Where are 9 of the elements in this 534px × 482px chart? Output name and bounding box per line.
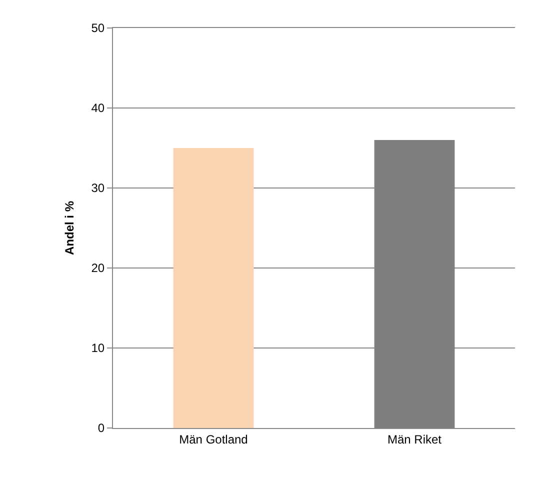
y-axis-title: Andel i % xyxy=(62,200,77,256)
y-tick-label: 20 xyxy=(91,261,105,276)
y-tick-label: 30 xyxy=(91,181,105,196)
y-tick-label: 40 xyxy=(91,101,105,116)
x-tick-label: Män Riket xyxy=(387,432,442,446)
x-tick-label: Män Gotland xyxy=(179,432,248,446)
y-tick-label: 10 xyxy=(91,341,105,356)
y-tick-label: 50 xyxy=(91,21,105,36)
y-tick-label: 0 xyxy=(98,421,105,436)
